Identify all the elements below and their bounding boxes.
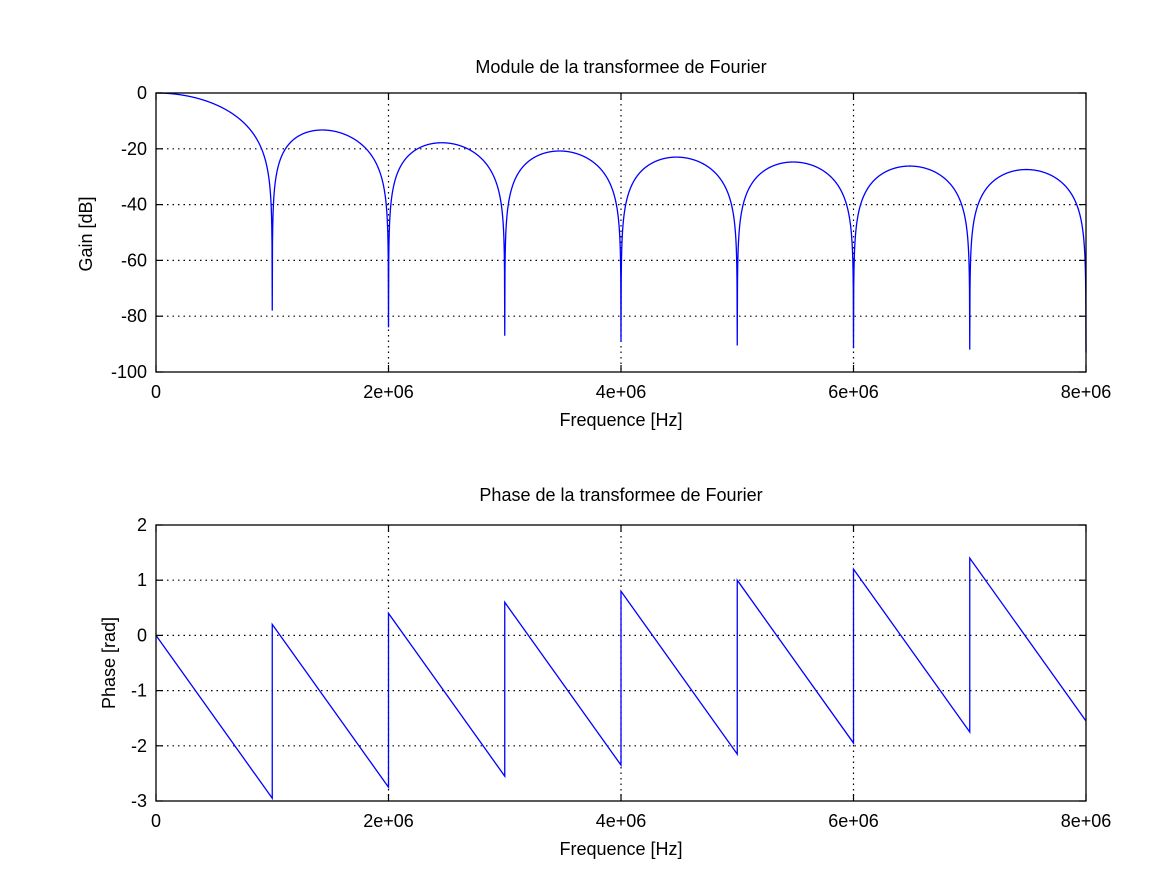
phase-ytick-label: 2 bbox=[137, 515, 147, 535]
gain-ytick-label: -60 bbox=[121, 250, 147, 270]
phase-ytick-label: -1 bbox=[131, 681, 147, 701]
gain-plot-title: Module de la transformee de Fourier bbox=[475, 57, 766, 77]
phase-series-line bbox=[155, 556, 1087, 801]
gain-xtick-label: 4e+06 bbox=[596, 382, 647, 402]
gain-ytick-label: -100 bbox=[111, 362, 147, 382]
gain-plot-ylabel: Gain [dB] bbox=[76, 196, 96, 271]
gain-ytick-label: -40 bbox=[121, 195, 147, 215]
gain-xtick-label: 6e+06 bbox=[828, 382, 879, 402]
phase-xtick-label: 8e+06 bbox=[1061, 811, 1112, 831]
gain-ytick-label: 0 bbox=[137, 83, 147, 103]
phase-xtick-label: 2e+06 bbox=[363, 811, 414, 831]
phase-xtick-label: 6e+06 bbox=[828, 811, 879, 831]
gain-series-line bbox=[156, 92, 1087, 353]
phase-ytick-label: -3 bbox=[131, 791, 147, 811]
gain-ytick-label: -20 bbox=[121, 139, 147, 159]
phase-ytick-label: 1 bbox=[137, 570, 147, 590]
phase-ytick-label: 0 bbox=[137, 625, 147, 645]
phase-ytick-label: -2 bbox=[131, 736, 147, 756]
phase-plot-title: Phase de la transformee de Fourier bbox=[479, 485, 762, 505]
phase-xtick-label: 0 bbox=[151, 811, 161, 831]
phase-plot-xlabel: Frequence [Hz] bbox=[559, 839, 682, 859]
gain-xtick-label: 2e+06 bbox=[363, 382, 414, 402]
gain-xtick-label: 8e+06 bbox=[1061, 382, 1112, 402]
gain-xtick-label: 0 bbox=[151, 382, 161, 402]
gain-plot: Module de la transformee de Fourier Freq… bbox=[76, 57, 1111, 430]
gain-plot-xlabel: Frequence [Hz] bbox=[559, 410, 682, 430]
gain-ytick-label: -80 bbox=[121, 306, 147, 326]
phase-plot-ylabel: Phase [rad] bbox=[99, 617, 119, 709]
phase-plot: Phase de la transformee de Fourier Frequ… bbox=[99, 485, 1111, 859]
phase-xtick-label: 4e+06 bbox=[596, 811, 647, 831]
